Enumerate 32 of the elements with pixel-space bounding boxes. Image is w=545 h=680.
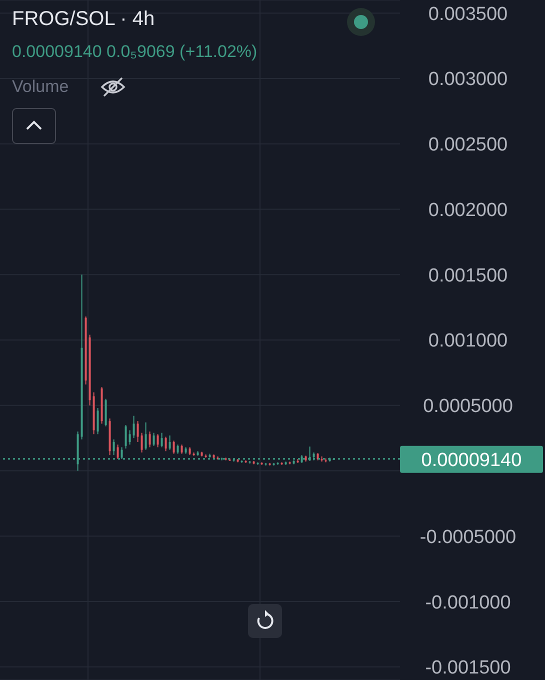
- candlestick: [156, 434, 159, 448]
- candlestick: [116, 444, 119, 460]
- candlestick: [180, 444, 183, 454]
- candlestick: [112, 438, 115, 456]
- ref-line-label: 0.00009140: [421, 450, 522, 471]
- candlestick: [132, 415, 135, 439]
- y-tick-label: 0.002500: [428, 134, 508, 156]
- candlestick: [160, 432, 163, 448]
- chart-title: FROG/SOL · 4h: [12, 8, 155, 31]
- candlestick: [148, 431, 151, 448]
- y-tick-label: 0.001000: [428, 330, 508, 352]
- y-tick-label: 0.001500: [428, 265, 508, 286]
- y-tick-label: -0.001500: [425, 658, 511, 679]
- candlestick: [176, 444, 179, 454]
- candlestick: [128, 430, 131, 446]
- y-tick-label: 0.003000: [428, 69, 508, 90]
- text: 0.00009140 0.0₅9069 (+11.02%): [12, 42, 258, 62]
- candlestick: [96, 408, 99, 435]
- candlestick: [172, 440, 175, 454]
- candlestick: [144, 422, 147, 450]
- candlestick: [124, 424, 127, 450]
- y-tick-label: 0.003500: [428, 4, 508, 25]
- annotation: Volume: [12, 77, 69, 97]
- y-tick-label: 0.002000: [428, 200, 508, 221]
- y-tick-label: -0.001000: [425, 592, 511, 614]
- candlestick: [164, 436, 167, 452]
- candlestick: [140, 432, 143, 453]
- candlestick: [152, 432, 155, 446]
- candlestick: [136, 420, 139, 442]
- candlestick: [168, 434, 171, 450]
- y-tick-label: -0.0005000: [420, 526, 516, 548]
- y-tick-label: 0.0005000: [423, 396, 513, 418]
